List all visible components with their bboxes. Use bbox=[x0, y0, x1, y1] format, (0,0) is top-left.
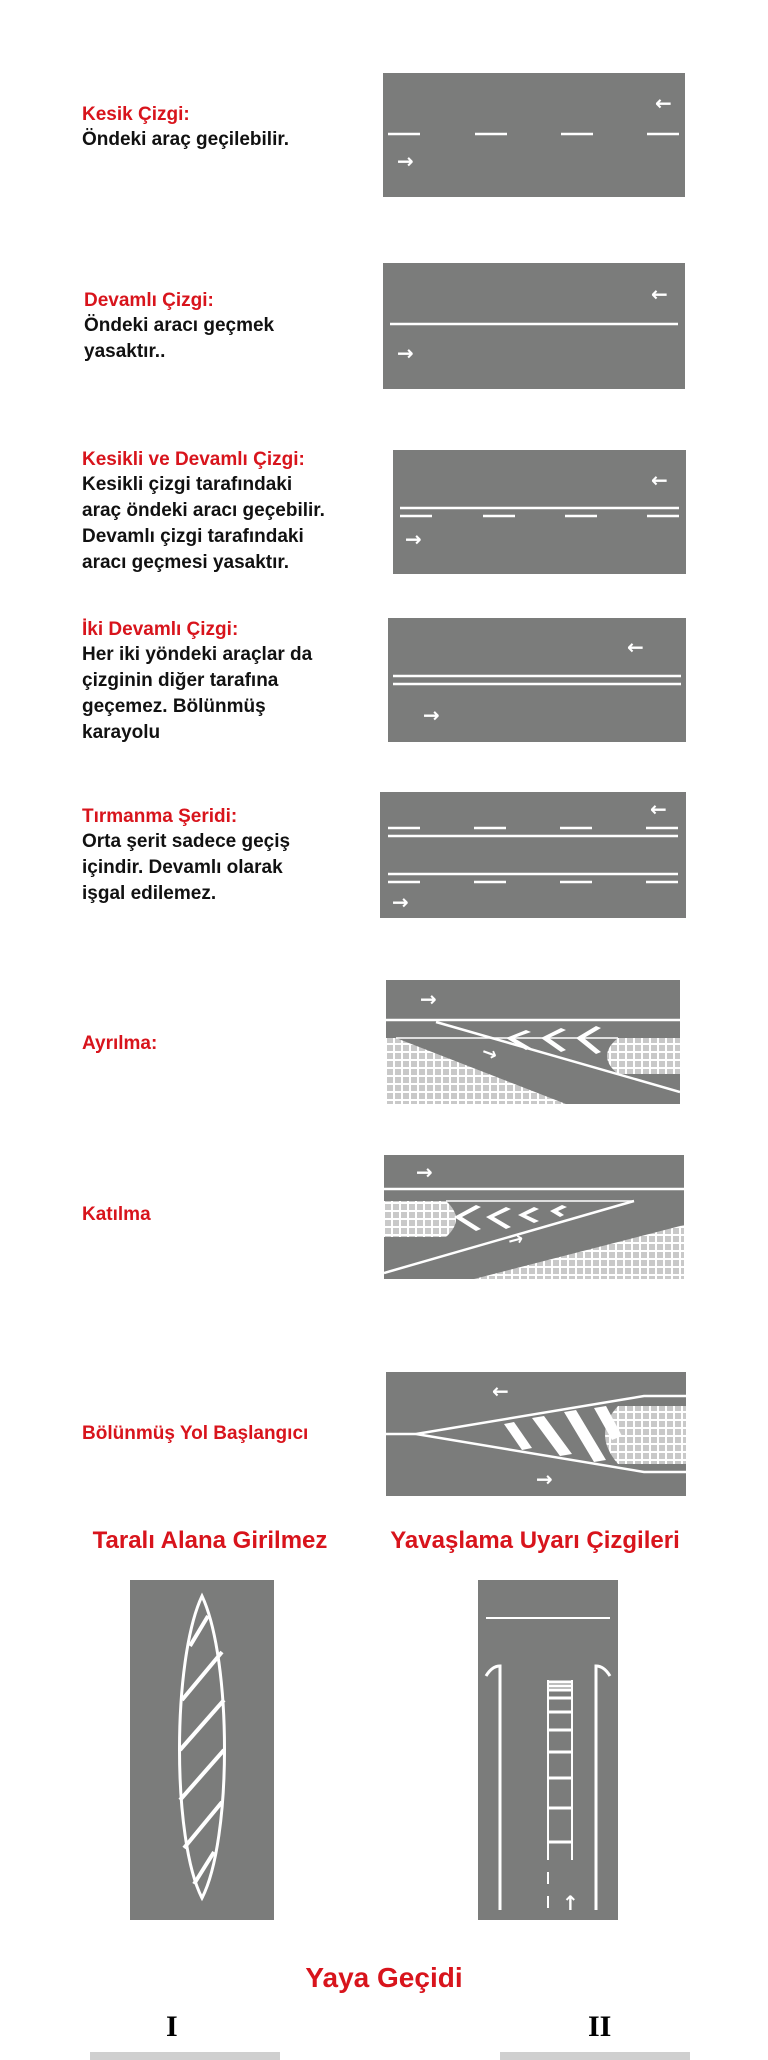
road-surface bbox=[388, 618, 686, 742]
section-title: İki Devamlı Çizgi: bbox=[82, 619, 239, 640]
section-divided-road-start: Bölünmüş Yol Başlangıcı bbox=[82, 1422, 308, 1446]
section-desc-line: Her iki yöndeki araçlar da bbox=[82, 644, 313, 665]
chevron-marking bbox=[576, 1026, 601, 1054]
slowdown-lines-diagram: ↑ bbox=[478, 1580, 618, 1920]
slowdown-lines-title: Yavaşlama Uyarı Çizgileri bbox=[390, 1527, 680, 1554]
hatch-stripe bbox=[192, 1850, 216, 1886]
off-road-area bbox=[474, 1225, 684, 1279]
hatch-stripe bbox=[532, 1416, 572, 1456]
section-desc-line: işgal edilemez. bbox=[82, 883, 217, 904]
road-surface bbox=[380, 792, 686, 918]
section-title: Kesikli ve Devamlı Çizgi: bbox=[82, 449, 305, 470]
hatch-stripe bbox=[178, 1698, 226, 1752]
edge-line bbox=[435, 1020, 680, 1094]
off-road-area bbox=[386, 1038, 566, 1104]
section-solid-line: Devamlı Çizgi: Öndeki aracı geçmek yasak… bbox=[84, 289, 274, 365]
divided-road-diagram: ← → bbox=[386, 1372, 686, 1496]
arrow-right-icon: → bbox=[423, 703, 440, 727]
edge-line bbox=[384, 1199, 635, 1275]
hatched-area-title: Taralı Alana Girilmez bbox=[92, 1527, 328, 1554]
gore-area bbox=[607, 1038, 680, 1074]
arrow-up-icon: ↑ bbox=[562, 1891, 579, 1915]
arrow-left-icon: ← bbox=[651, 468, 668, 492]
section-dashed-line: Kesik Çizgi: Öndeki araç geçilebilir. bbox=[82, 103, 289, 153]
divider-outline bbox=[415, 1394, 686, 1474]
merge-road-diagram: → → bbox=[384, 1155, 684, 1279]
hatch-stripe bbox=[178, 1748, 226, 1802]
arrow-right-icon: → bbox=[416, 1160, 433, 1184]
island-area bbox=[605, 1406, 686, 1464]
section-desc-line: geçemez. Bölünmüş bbox=[82, 696, 266, 717]
section-merge: Katılma bbox=[82, 1203, 151, 1227]
label-roman-one: I bbox=[166, 2010, 178, 2043]
hatch-stripe bbox=[594, 1406, 622, 1440]
arrow-left-icon: ← bbox=[655, 91, 672, 115]
road-surface bbox=[393, 450, 686, 574]
label-roman-two: II bbox=[588, 2010, 612, 2043]
section-title: Bölünmüş Yol Başlangıcı bbox=[82, 1423, 309, 1444]
arrow-left-icon: ← bbox=[651, 282, 668, 306]
section-desc-line: aracı geçmesi yasaktır. bbox=[82, 552, 290, 573]
kerb-left bbox=[484, 1664, 502, 1910]
section-title: Tırmanma Şeridi: bbox=[82, 806, 238, 827]
section-desc-line: araç öndeki aracı geçebilir. bbox=[82, 500, 325, 521]
section-title: Kesik Çizgi: bbox=[82, 104, 190, 125]
hatch-stripe bbox=[564, 1410, 606, 1462]
crossing-strip-right bbox=[500, 2052, 690, 2060]
section-title: Ayrılma: bbox=[82, 1033, 158, 1054]
section-desc-line: çizginin diğer tarafına bbox=[82, 670, 279, 691]
chevron-marking bbox=[486, 1207, 511, 1229]
chevron-marking bbox=[541, 1028, 566, 1052]
road-surface bbox=[383, 263, 685, 389]
chevron-marking bbox=[454, 1205, 481, 1231]
diverge-road-diagram: → → bbox=[386, 980, 680, 1104]
arrow-right-icon: → bbox=[397, 149, 414, 173]
section-desc-line: Devamlı çizgi tarafındaki bbox=[82, 526, 304, 547]
section-desc-line: Öndeki araç geçilebilir. bbox=[82, 129, 289, 150]
island-outline bbox=[178, 1592, 226, 1902]
section-climbing-lane: Tırmanma Şeridi: Orta şerit sadece geçiş… bbox=[82, 805, 290, 907]
climbing-lane-road-diagram: ← → bbox=[380, 792, 686, 918]
hatched-area-diagram bbox=[130, 1580, 274, 1920]
kerb-right bbox=[594, 1664, 612, 1910]
arrow-left-icon: ← bbox=[627, 635, 644, 659]
arrow-right-icon: → bbox=[392, 890, 409, 914]
section-desc-line: Orta şerit sadece geçiş bbox=[82, 831, 291, 852]
section-desc-line: Öndeki aracı geçmek bbox=[84, 315, 275, 336]
dashed-line-road-diagram: ← → bbox=[383, 73, 685, 197]
arrow-right-icon: → bbox=[405, 527, 422, 551]
section-desc-line: Kesikli çizgi tarafındaki bbox=[82, 474, 293, 495]
section-desc-line: içindir. Devamlı olarak bbox=[82, 857, 283, 878]
road-surface bbox=[383, 73, 685, 197]
hatch-stripe bbox=[182, 1800, 224, 1850]
pedestrian-crossing-title: Yaya Geçidi bbox=[305, 1962, 463, 1993]
hatch-stripe bbox=[504, 1422, 532, 1450]
arrow-right-icon: → bbox=[420, 987, 437, 1011]
arrow-right-icon: → bbox=[397, 341, 414, 365]
road-surface bbox=[130, 1580, 274, 1920]
arrow-right-icon: → bbox=[506, 1228, 526, 1252]
chevron-marking bbox=[518, 1207, 539, 1223]
chevron-marking bbox=[550, 1205, 567, 1217]
section-double-solid: İki Devamlı Çizgi: Her iki yöndeki araçl… bbox=[82, 618, 312, 746]
hatch-stripe bbox=[188, 1614, 210, 1648]
section-title: Katılma bbox=[82, 1204, 151, 1225]
hatch-stripe bbox=[180, 1650, 224, 1702]
arrow-right-icon: → bbox=[536, 1467, 553, 1491]
arrow-left-icon: ← bbox=[492, 1379, 509, 1403]
section-desc-line: yasaktır.. bbox=[84, 341, 166, 362]
section-desc-line: karayolu bbox=[82, 722, 161, 743]
section-dashed-and-solid: Kesikli ve Devamlı Çizgi: Kesikli çizgi … bbox=[82, 448, 325, 576]
double-solid-road-diagram: ← → bbox=[388, 618, 686, 742]
arrow-left-icon: ← bbox=[650, 797, 667, 821]
chevron-marking bbox=[506, 1030, 531, 1050]
crossing-strip-left bbox=[90, 2052, 280, 2060]
gore-area bbox=[384, 1201, 456, 1237]
dashed-and-solid-road-diagram: ← → bbox=[393, 450, 686, 574]
arrow-right-icon: → bbox=[479, 1041, 500, 1066]
solid-line-road-diagram: ← → bbox=[383, 263, 685, 389]
section-diverge: Ayrılma: bbox=[82, 1032, 157, 1056]
section-title: Devamlı Çizgi: bbox=[84, 290, 214, 311]
